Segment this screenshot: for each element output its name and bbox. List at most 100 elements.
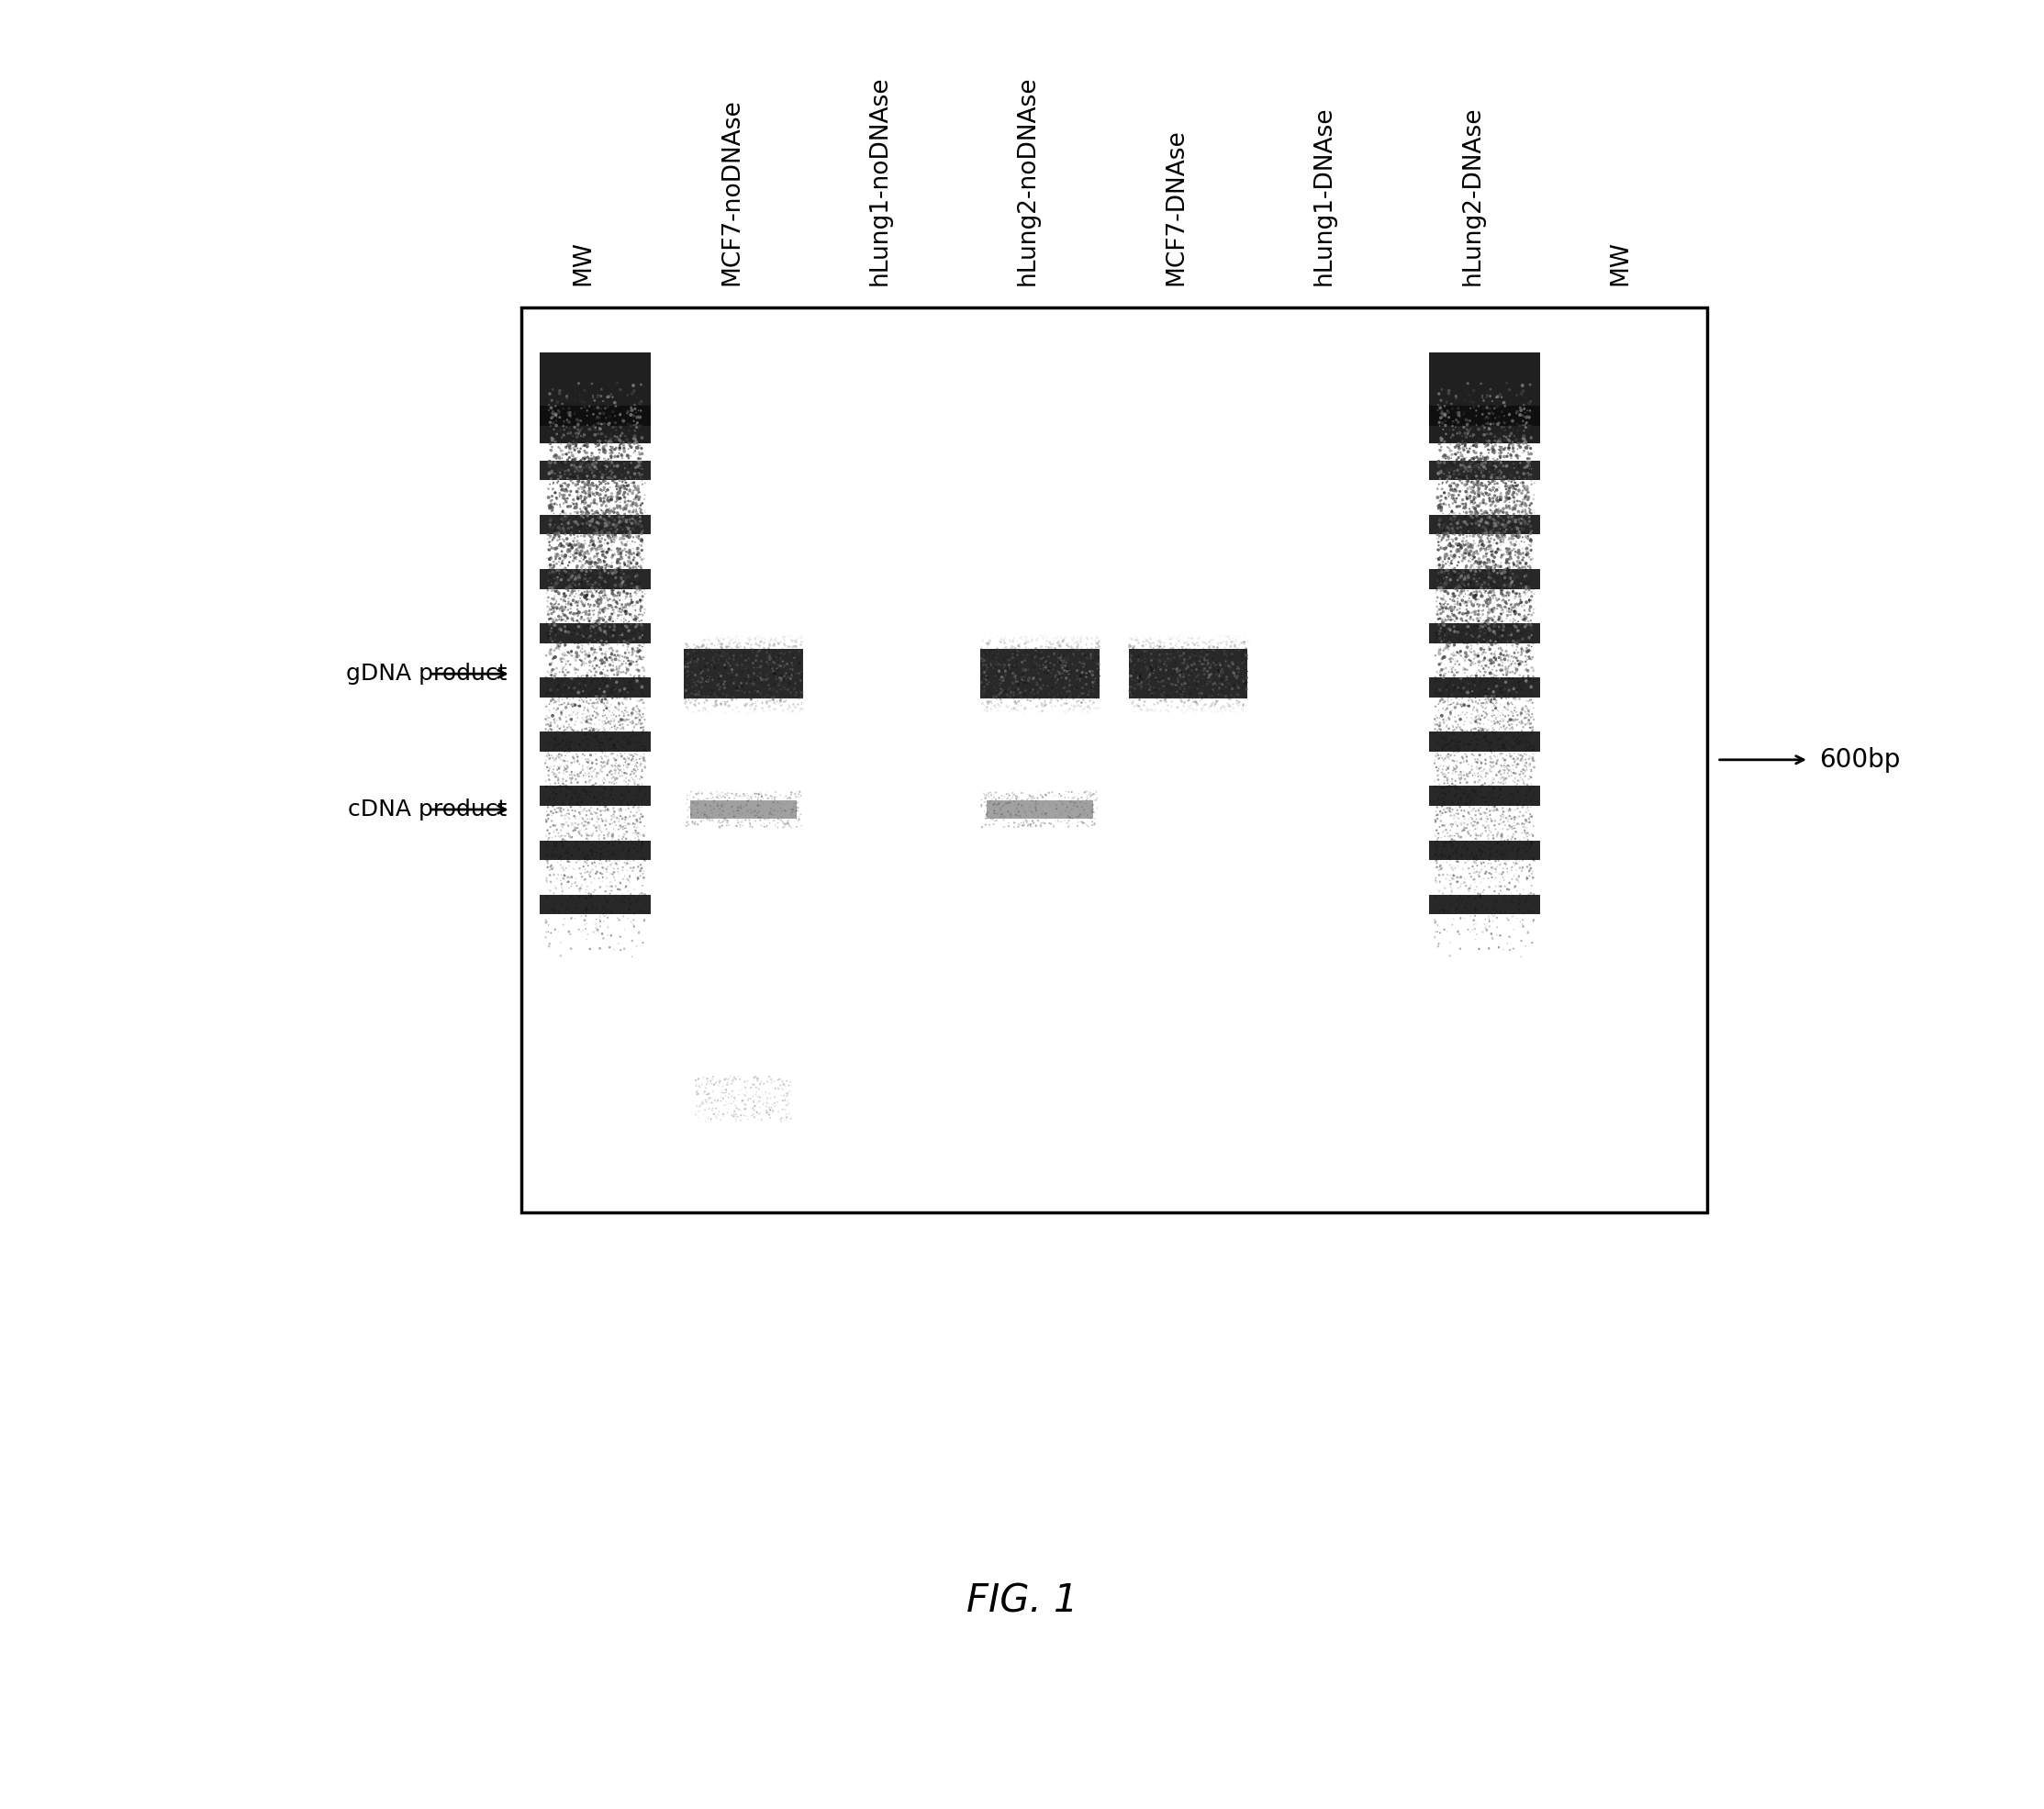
Point [562,664,595,693]
Point [1437,658,1470,687]
Point [570,537,603,566]
Point [758,787,791,816]
Point [1061,803,1094,832]
Point [1451,570,1484,599]
Point [1451,470,1484,499]
Point [578,543,611,572]
Point [1423,771,1455,800]
Point [1441,753,1474,781]
Point [609,611,642,640]
Point [1476,707,1508,736]
Point [1504,832,1537,861]
Point [630,753,662,781]
Point [1459,546,1492,575]
Point [621,427,654,456]
Point [1423,611,1455,640]
Point [728,653,760,682]
Point [1488,409,1521,438]
Point [538,581,570,610]
Point [552,648,585,677]
Point [1204,624,1237,653]
Point [560,658,593,687]
Point [607,416,640,445]
Point [1496,474,1529,503]
Point [771,649,803,678]
Point [1069,640,1102,669]
Point [562,572,595,601]
Point [625,463,658,492]
Point [607,488,640,517]
Point [783,680,816,709]
Point [709,680,742,709]
Point [1490,554,1523,582]
Point [1478,608,1511,637]
Point [1496,706,1529,734]
Point [593,644,625,673]
Point [991,796,1024,825]
Point [546,525,578,554]
Point [615,586,648,615]
Point [538,662,570,691]
Point [1474,805,1506,834]
Point [1478,877,1511,906]
Bar [981,649,1100,698]
Point [1439,517,1472,546]
Point [746,622,779,651]
Point [1451,530,1484,559]
Point [1169,649,1202,678]
Point [1222,691,1255,720]
Point [1492,474,1525,503]
Point [615,619,648,648]
Point [613,677,646,706]
Point [679,633,711,662]
Point [1439,525,1472,554]
Point [1496,803,1529,832]
Point [1427,459,1459,488]
Point [1010,642,1042,671]
Point [558,615,591,644]
Point [1429,658,1461,687]
Point [603,657,636,686]
Point [574,706,607,734]
Point [550,501,583,530]
Point [1453,452,1486,481]
Point [1435,595,1468,624]
Point [1464,657,1496,686]
Point [1480,423,1513,452]
Point [587,577,619,606]
Point [1478,570,1511,599]
Point [1490,668,1523,696]
Point [556,546,589,575]
Point [554,919,587,948]
Point [983,791,1016,819]
Point [605,762,638,791]
Point [1065,807,1098,836]
Point [625,615,658,644]
Point [621,570,654,599]
Point [1423,624,1455,653]
Point [603,579,636,608]
Point [560,639,593,668]
Point [611,429,644,458]
Point [1171,646,1204,675]
Point [572,497,605,526]
Point [546,772,578,801]
Point [566,443,599,472]
Point [1498,736,1531,765]
Point [1425,393,1457,421]
Point [1451,769,1484,798]
Point [603,581,636,610]
Point [1028,620,1061,649]
Point [1500,599,1533,628]
Point [1513,713,1545,742]
Point [1490,561,1523,590]
Point [548,653,580,682]
Point [726,1078,758,1107]
Point [1513,821,1545,850]
Point [1447,698,1480,727]
Point [1437,407,1470,436]
Point [1198,649,1230,678]
Point [568,555,601,584]
Point [742,671,775,700]
Point [1486,412,1519,441]
